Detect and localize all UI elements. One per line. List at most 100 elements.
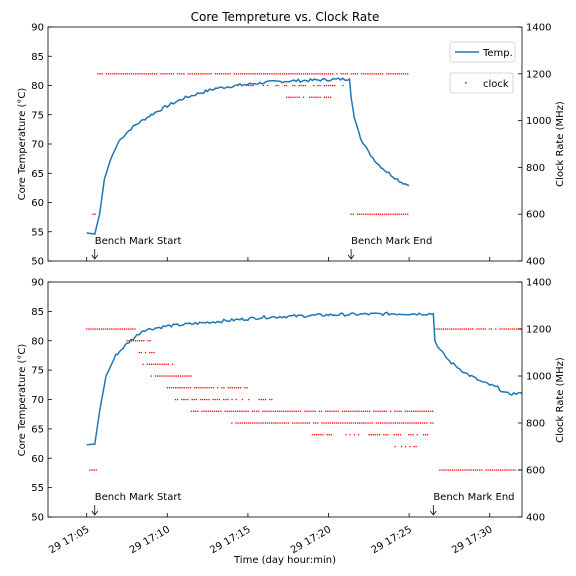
clock-point <box>167 363 169 365</box>
clock-point <box>252 84 254 87</box>
clock-point <box>223 387 225 389</box>
clock-point <box>151 351 153 354</box>
clock-point <box>476 469 479 471</box>
y-tick-label: 90 <box>31 23 44 34</box>
clock-point <box>253 410 256 412</box>
legend-clock-swatch <box>465 82 467 84</box>
clock-point <box>181 387 183 389</box>
clock-point <box>377 410 379 412</box>
clock-point <box>218 410 220 412</box>
clock-point <box>264 398 267 401</box>
clock-point <box>393 434 395 436</box>
clock-point <box>310 410 312 412</box>
clock-point <box>325 73 328 75</box>
clock-point <box>362 410 365 412</box>
clock-point <box>119 328 121 330</box>
clock-point <box>500 469 502 471</box>
clock-point <box>375 410 377 412</box>
clock-point <box>283 84 286 87</box>
clock-point <box>233 73 235 75</box>
clock-point <box>383 410 385 412</box>
y2-tick-label: 1000 <box>526 372 551 383</box>
clock-point <box>239 410 241 412</box>
clock-point <box>208 387 210 389</box>
clock-point <box>485 469 487 471</box>
clock-point <box>160 73 162 75</box>
clock-point <box>449 469 451 471</box>
clock-point <box>262 422 264 424</box>
clock-point <box>242 73 244 75</box>
clock-point <box>133 73 135 75</box>
clock-point <box>371 73 373 75</box>
clock-point <box>342 84 344 87</box>
clock-point <box>343 410 346 412</box>
clock-point <box>317 73 319 75</box>
clock-point <box>188 375 190 377</box>
clock-point <box>421 410 423 412</box>
top-y2label: Clock Rate (MHz) <box>555 101 566 187</box>
clock-point <box>458 469 460 471</box>
clock-point <box>141 340 143 342</box>
clock-point <box>381 213 384 215</box>
clock-point <box>275 73 277 75</box>
clock-point <box>514 328 516 330</box>
clock-point <box>199 398 202 401</box>
clock-point <box>96 328 98 330</box>
bottom-right-axis: 400 600 800 1000 1200 1400 <box>518 278 551 524</box>
clock-point <box>217 387 219 389</box>
clock-point <box>95 469 97 471</box>
clock-point <box>211 410 214 412</box>
clock-point <box>397 434 399 436</box>
clock-point <box>124 73 126 75</box>
clock-point <box>409 445 411 448</box>
clock-point <box>206 398 208 401</box>
clock-point <box>140 351 142 354</box>
top-bottom-ticks <box>86 257 491 261</box>
clock-point <box>354 73 356 75</box>
clock-point <box>244 387 246 389</box>
clock-point <box>187 398 189 401</box>
clock-point <box>352 213 354 215</box>
clock-point <box>329 422 331 424</box>
clock-point <box>265 73 267 75</box>
clock-point <box>377 213 379 215</box>
clock-point <box>373 213 375 215</box>
clock-point <box>198 73 200 75</box>
clock-point <box>159 375 161 377</box>
clock-point <box>382 422 384 424</box>
clock-point <box>488 328 491 330</box>
clock-point <box>94 213 96 215</box>
clock-point <box>375 213 377 215</box>
clock-point <box>298 73 300 75</box>
bottom-temp-line <box>86 311 523 446</box>
clock-point <box>388 73 390 75</box>
clock-point <box>154 375 157 377</box>
clock-point <box>283 410 285 412</box>
y-tick-label: 90 <box>31 278 44 289</box>
clock-point <box>271 422 273 424</box>
clock-point <box>331 410 333 412</box>
clock-point <box>210 387 212 389</box>
clock-point <box>331 422 334 424</box>
clock-point <box>489 469 491 471</box>
clock-point <box>507 328 509 330</box>
clock-point <box>511 328 514 330</box>
clock-point <box>117 328 119 330</box>
clock-point <box>344 73 346 75</box>
clock-point <box>267 84 269 87</box>
clock-point <box>227 73 229 75</box>
clock-point <box>402 213 405 215</box>
clock-point <box>467 328 470 330</box>
clock-point <box>277 73 279 75</box>
y-tick-label: 75 <box>31 366 44 377</box>
clock-point <box>168 73 170 75</box>
clock-point <box>246 387 248 389</box>
clock-point <box>373 73 375 75</box>
clock-point <box>403 422 405 424</box>
clock-point <box>252 73 254 75</box>
clock-point <box>463 328 465 330</box>
clock-point <box>340 422 342 424</box>
clock-point <box>134 328 136 330</box>
clock-point <box>309 73 311 75</box>
